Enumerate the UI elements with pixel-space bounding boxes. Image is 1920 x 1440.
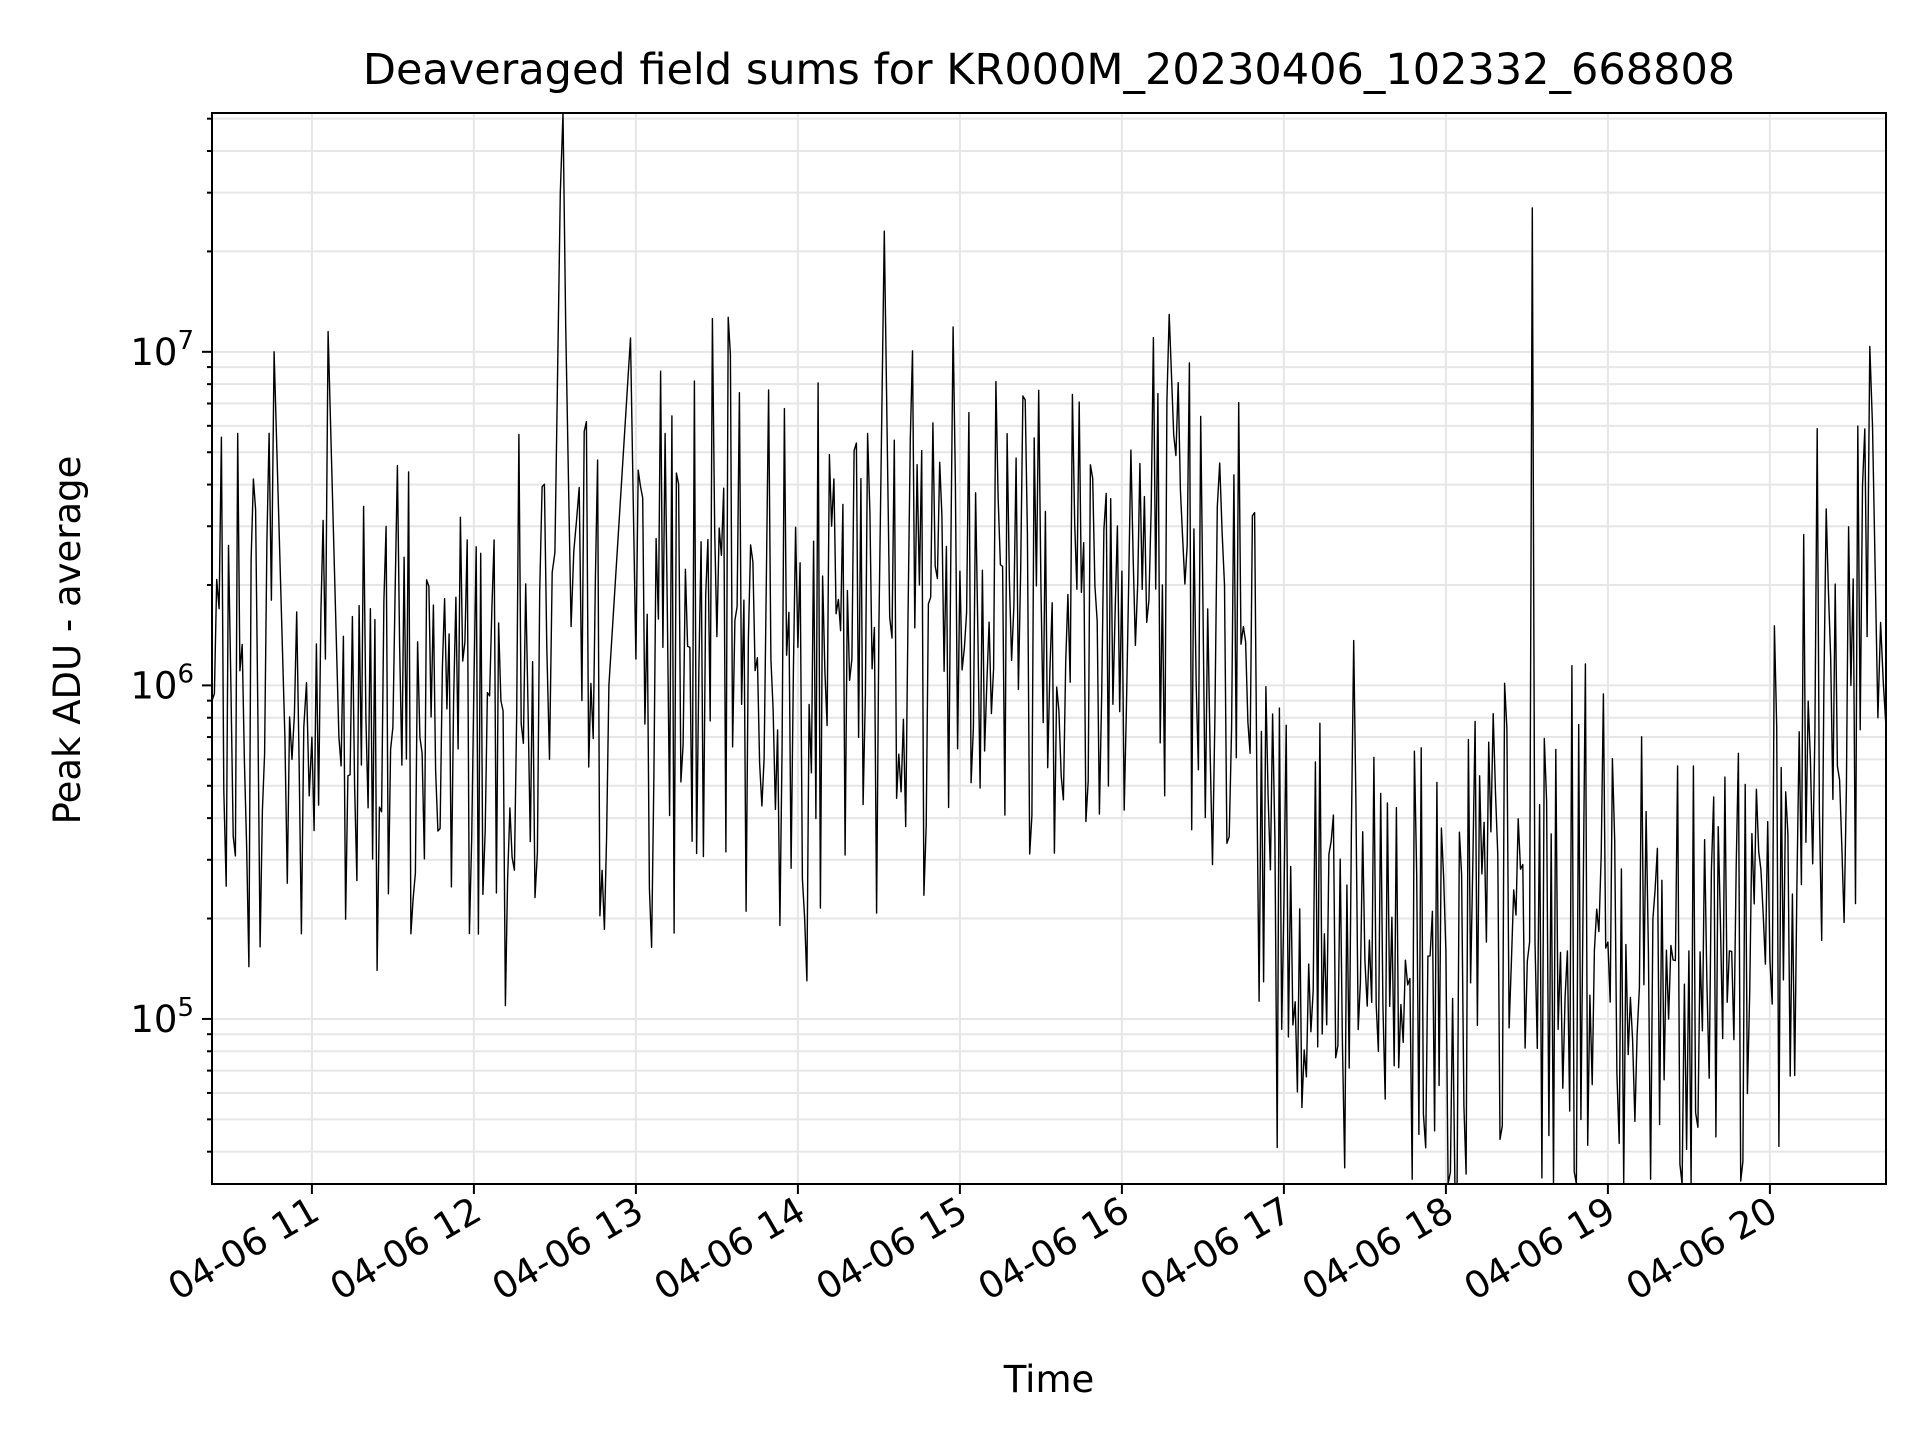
y-axis-label: Peak ADU - average [46,456,89,825]
x-axis-label: Time [1003,1358,1095,1401]
y-tick-label-base: 10 [130,664,177,707]
grid [212,113,1886,1184]
y-tick-label: 107 [130,326,194,374]
series-line [211,112,1887,1185]
y-tick-label: 106 [130,659,194,707]
y-tick-label-exponent: 6 [177,659,194,689]
series-path [211,112,1887,1185]
y-tick-label-base: 10 [130,998,177,1041]
y-tick-label-exponent: 5 [177,993,194,1023]
plot-frame [211,112,1887,1185]
y-tick-label: 105 [130,993,194,1041]
chart-title: Deaveraged field sums for KR000M_2023040… [363,45,1735,95]
y-tick-label-base: 10 [130,331,177,374]
y-tick-label-exponent: 7 [177,326,194,356]
